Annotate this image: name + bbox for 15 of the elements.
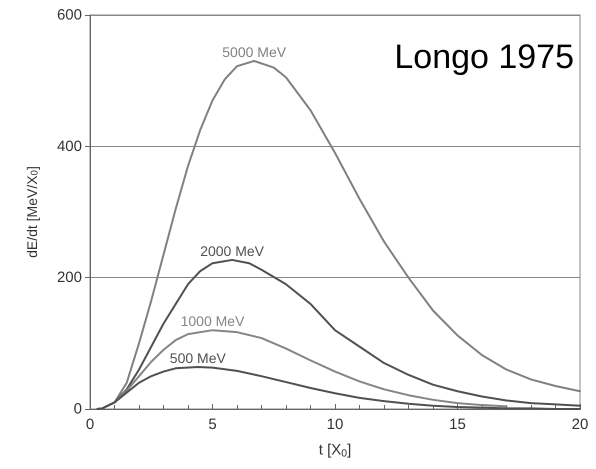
y-tick-label: 400 bbox=[56, 138, 82, 155]
series-label: 5000 MeV bbox=[222, 44, 287, 60]
x-tick-label: 0 bbox=[86, 416, 94, 433]
x-tick-label: 5 bbox=[208, 416, 217, 433]
y-tick-label: 200 bbox=[56, 269, 82, 286]
x-tick-label: 10 bbox=[326, 416, 344, 433]
y-axis-title: dE/dt [MeV/X0] bbox=[24, 166, 40, 258]
y-tick-label: 600 bbox=[56, 6, 82, 24]
x-tick-label: 15 bbox=[449, 416, 466, 433]
annotation: Longo 1975 bbox=[394, 38, 574, 76]
y-tick-label: 0 bbox=[74, 400, 82, 418]
series-label: 2000 MeV bbox=[200, 242, 265, 259]
series-label: 500 MeV bbox=[170, 350, 226, 366]
x-tick-label: 20 bbox=[572, 416, 588, 433]
series-label: 1000 MeV bbox=[180, 313, 246, 330]
